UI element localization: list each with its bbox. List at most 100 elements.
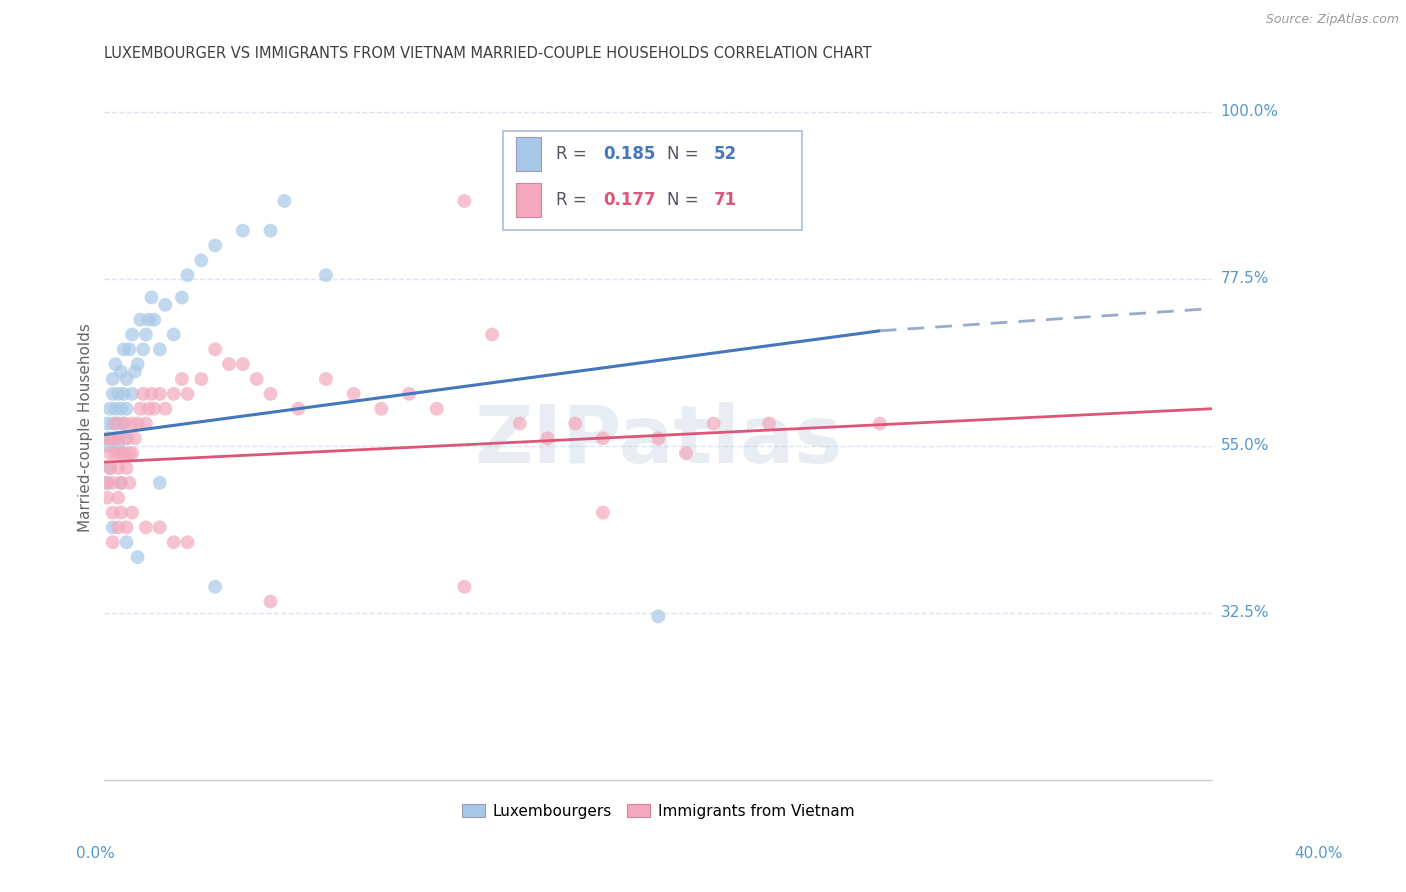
Point (110, 365, 132, 379)
Point (104, 431, 127, 445)
Point (107, 439, 129, 453)
Point (110, 475, 132, 490)
Text: 100.0%: 100.0% (1220, 104, 1278, 120)
Point (149, 387, 172, 401)
Point (118, 343, 141, 357)
Point (96, 431, 118, 445)
Point (129, 401, 152, 416)
Point (101, 535, 124, 549)
Point (162, 387, 184, 401)
Point (592, 431, 614, 445)
Point (98, 461, 121, 475)
Point (101, 372, 124, 386)
Point (176, 268, 198, 282)
Point (370, 401, 392, 416)
Point (121, 327, 143, 342)
Point (107, 491, 129, 505)
Point (135, 417, 157, 431)
Point (564, 417, 586, 431)
Point (138, 312, 160, 326)
Point (132, 387, 155, 401)
Point (118, 446, 141, 460)
Point (149, 343, 172, 357)
Point (190, 372, 212, 386)
Point (170, 372, 193, 386)
Point (127, 550, 149, 565)
Point (204, 343, 226, 357)
Point (107, 461, 129, 475)
Point (287, 401, 309, 416)
Text: N =: N = (666, 145, 704, 163)
Point (315, 372, 337, 386)
Point (96, 475, 118, 490)
Text: 52: 52 (714, 145, 737, 163)
Point (98, 446, 121, 460)
Point (115, 401, 138, 416)
Point (101, 417, 124, 431)
Point (96, 491, 118, 505)
Point (98, 401, 121, 416)
Point (127, 357, 149, 371)
Point (101, 520, 124, 534)
Point (509, 417, 531, 431)
Point (204, 580, 226, 594)
Point (143, 401, 166, 416)
Text: 32.5%: 32.5% (1220, 605, 1270, 620)
Point (98, 461, 121, 475)
Text: 55.0%: 55.0% (1220, 438, 1268, 453)
Point (115, 431, 138, 445)
Point (138, 401, 160, 416)
Point (232, 357, 254, 371)
Point (112, 417, 135, 431)
Point (110, 446, 132, 460)
Text: 0.185: 0.185 (603, 145, 655, 163)
Text: 77.5%: 77.5% (1220, 271, 1268, 286)
Point (107, 431, 129, 445)
Point (141, 387, 163, 401)
Point (273, 194, 295, 208)
Point (647, 609, 669, 624)
Point (124, 431, 146, 445)
Point (96, 417, 118, 431)
Text: 71: 71 (714, 191, 737, 209)
Legend: Luxembourgers, Immigrants from Vietnam: Luxembourgers, Immigrants from Vietnam (456, 797, 860, 825)
Point (124, 365, 146, 379)
Point (343, 387, 366, 401)
Text: Source: ZipAtlas.com: Source: ZipAtlas.com (1265, 13, 1399, 27)
Point (112, 417, 135, 431)
Point (703, 417, 725, 431)
Point (218, 357, 240, 371)
Point (127, 417, 149, 431)
Text: 40.0%: 40.0% (1295, 847, 1343, 861)
Point (115, 431, 138, 445)
Point (869, 417, 891, 431)
Point (118, 475, 141, 490)
Point (98, 431, 121, 445)
Point (135, 327, 157, 342)
Point (104, 401, 127, 416)
Text: LUXEMBOURGER VS IMMIGRANTS FROM VIETNAM MARRIED-COUPLE HOUSEHOLDS CORRELATION CH: LUXEMBOURGER VS IMMIGRANTS FROM VIETNAM … (104, 46, 872, 62)
Point (132, 343, 155, 357)
Point (481, 327, 503, 342)
Point (121, 417, 143, 431)
Point (112, 446, 135, 460)
Point (110, 475, 132, 490)
Point (204, 238, 226, 252)
Point (453, 194, 475, 208)
Point (112, 387, 135, 401)
Point (129, 312, 152, 326)
Point (232, 224, 254, 238)
Point (107, 417, 129, 431)
Point (101, 387, 124, 401)
Point (176, 535, 198, 549)
Point (141, 290, 163, 304)
Point (155, 401, 177, 416)
FancyBboxPatch shape (516, 137, 541, 171)
Point (162, 535, 184, 549)
Point (426, 401, 449, 416)
Point (190, 253, 212, 268)
Text: N =: N = (666, 191, 704, 209)
Point (121, 387, 143, 401)
Point (107, 520, 129, 534)
Point (96, 475, 118, 490)
